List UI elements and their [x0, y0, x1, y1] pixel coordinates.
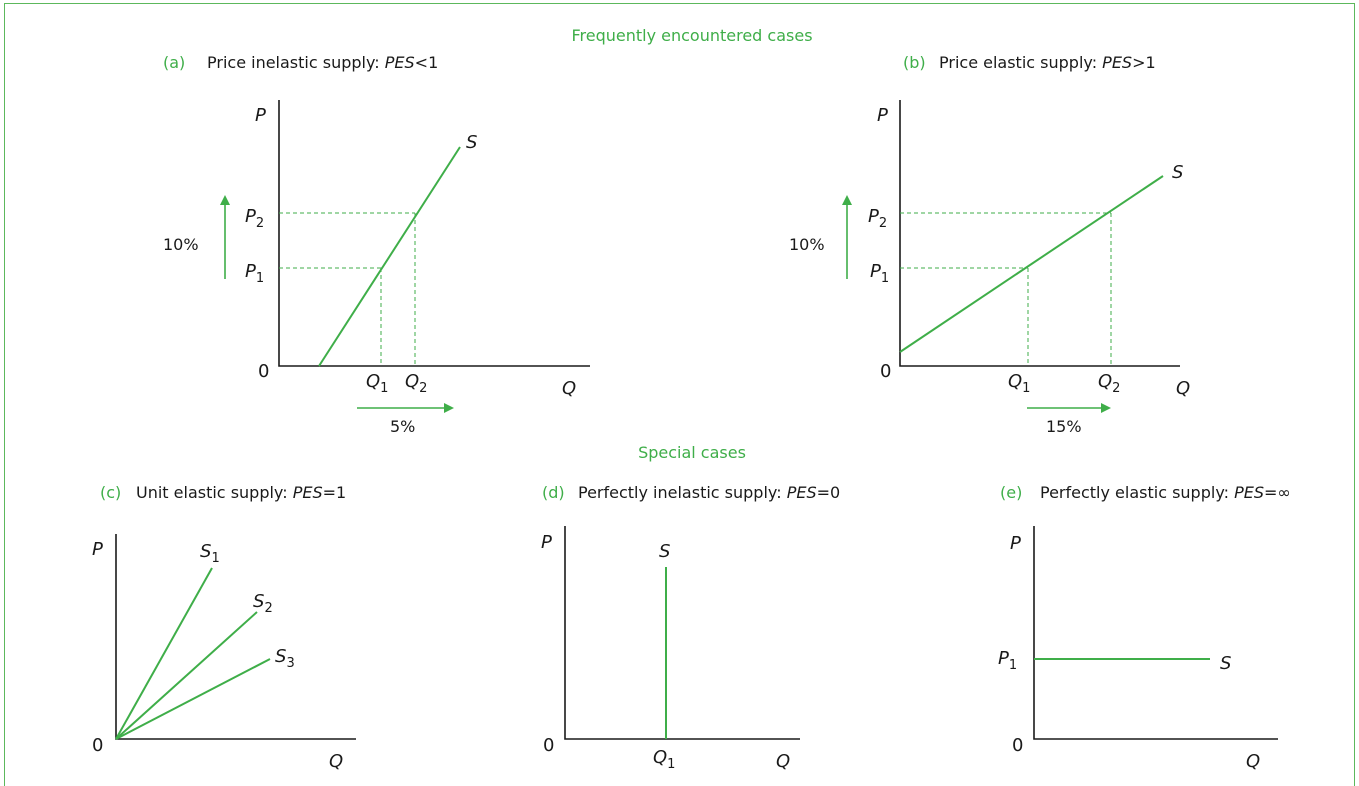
- figure-frame: [4, 3, 1355, 786]
- panel-e-y-axis-label: P: [1010, 533, 1021, 554]
- panel-b: (b) Price elastic supply: PES>1 P Q 0 S …: [789, 53, 1190, 436]
- panel-a-title: Price inelastic supply: PES<1: [207, 53, 438, 72]
- panel-c-origin: 0: [92, 735, 103, 756]
- panel-b-supply-curve: [899, 175, 1164, 353]
- panel-b-q1-label: Q1: [1008, 371, 1030, 396]
- panel-b-p2-label: P2: [868, 206, 887, 231]
- panel-c-supply-curve-s3: [115, 658, 271, 740]
- panel-b-y-axis-label: P: [877, 105, 888, 126]
- panel-a-q1-label: Q1: [366, 371, 388, 396]
- panel-e-origin: 0: [1012, 735, 1023, 756]
- panel-a-origin: 0: [258, 361, 269, 382]
- panel-c-letter: (c): [100, 483, 121, 502]
- panel-a-q2-label: Q2: [405, 371, 427, 396]
- panel-b-quantity-change: 15%: [1046, 417, 1082, 436]
- panel-c: (c) Unit elastic supply: PES=1 P Q 0 S1 …: [92, 483, 356, 772]
- panel-c-axes: [115, 534, 356, 740]
- panel-c-x-axis-label: Q: [329, 751, 343, 772]
- panel-b-price-change: 10%: [789, 235, 825, 254]
- panel-c-s2-label: S2: [253, 591, 273, 616]
- panel-e: (e) Perfectly elastic supply: PES=∞ P Q …: [998, 483, 1291, 772]
- panel-b-x-axis-label: Q: [1176, 378, 1190, 399]
- section-title-frequent: Frequently encountered cases: [571, 26, 812, 45]
- panel-c-y-axis-label: P: [92, 539, 103, 560]
- panel-d-x-axis-label: Q: [776, 751, 790, 772]
- panel-a-x-axis-label: Q: [562, 378, 576, 399]
- panel-b-title: Price elastic supply: PES>1: [939, 53, 1156, 72]
- panel-d-q1-label: Q1: [653, 747, 675, 772]
- panel-a-p2-label: P2: [245, 206, 264, 231]
- panel-a-p1-label: P1: [245, 261, 264, 286]
- panel-c-s3-label: S3: [275, 646, 295, 671]
- panel-e-curve-label: S: [1220, 653, 1231, 674]
- panel-a-y-axis-label: P: [255, 105, 266, 126]
- panel-d-curve-label: S: [659, 541, 670, 562]
- panel-a-price-change: 10%: [163, 235, 199, 254]
- panel-d: (d) Perfectly inelastic supply: PES=0 P …: [541, 483, 840, 772]
- panel-d-y-axis-label: P: [541, 532, 552, 553]
- panel-a-curve-label: S: [466, 132, 477, 153]
- panel-c-title: Unit elastic supply: PES=1: [136, 483, 346, 502]
- panel-e-letter: (e): [1000, 483, 1022, 502]
- panel-b-q2-label: Q2: [1098, 371, 1120, 396]
- section-title-special: Special cases: [638, 443, 746, 462]
- panel-a: (a) Price inelastic supply: PES<1 P Q 0 …: [163, 53, 590, 436]
- panel-b-origin: 0: [880, 361, 891, 382]
- panel-c-s1-label: S1: [200, 541, 220, 566]
- panel-d-title: Perfectly inelastic supply: PES=0: [578, 483, 840, 502]
- panel-b-letter: (b): [903, 53, 926, 72]
- panel-a-quantity-change: 5%: [390, 417, 415, 436]
- panel-d-letter: (d): [542, 483, 565, 502]
- panel-b-curve-label: S: [1172, 162, 1183, 183]
- panel-c-supply-curve-s2: [115, 611, 258, 740]
- panel-e-axes: [1033, 526, 1278, 740]
- panel-d-axes: [564, 526, 800, 740]
- panel-e-title: Perfectly elastic supply: PES=∞: [1040, 483, 1291, 502]
- panel-b-p1-label: P1: [870, 261, 889, 286]
- panel-b-axes: [899, 100, 1180, 367]
- panel-c-supply-curve-s1: [115, 567, 213, 740]
- panel-d-origin: 0: [543, 735, 554, 756]
- panel-a-supply-curve: [318, 146, 461, 367]
- panel-a-letter: (a): [163, 53, 185, 72]
- panel-e-p1-label: P1: [998, 648, 1017, 673]
- panel-a-axes: [278, 100, 590, 367]
- panel-e-x-axis-label: Q: [1246, 751, 1260, 772]
